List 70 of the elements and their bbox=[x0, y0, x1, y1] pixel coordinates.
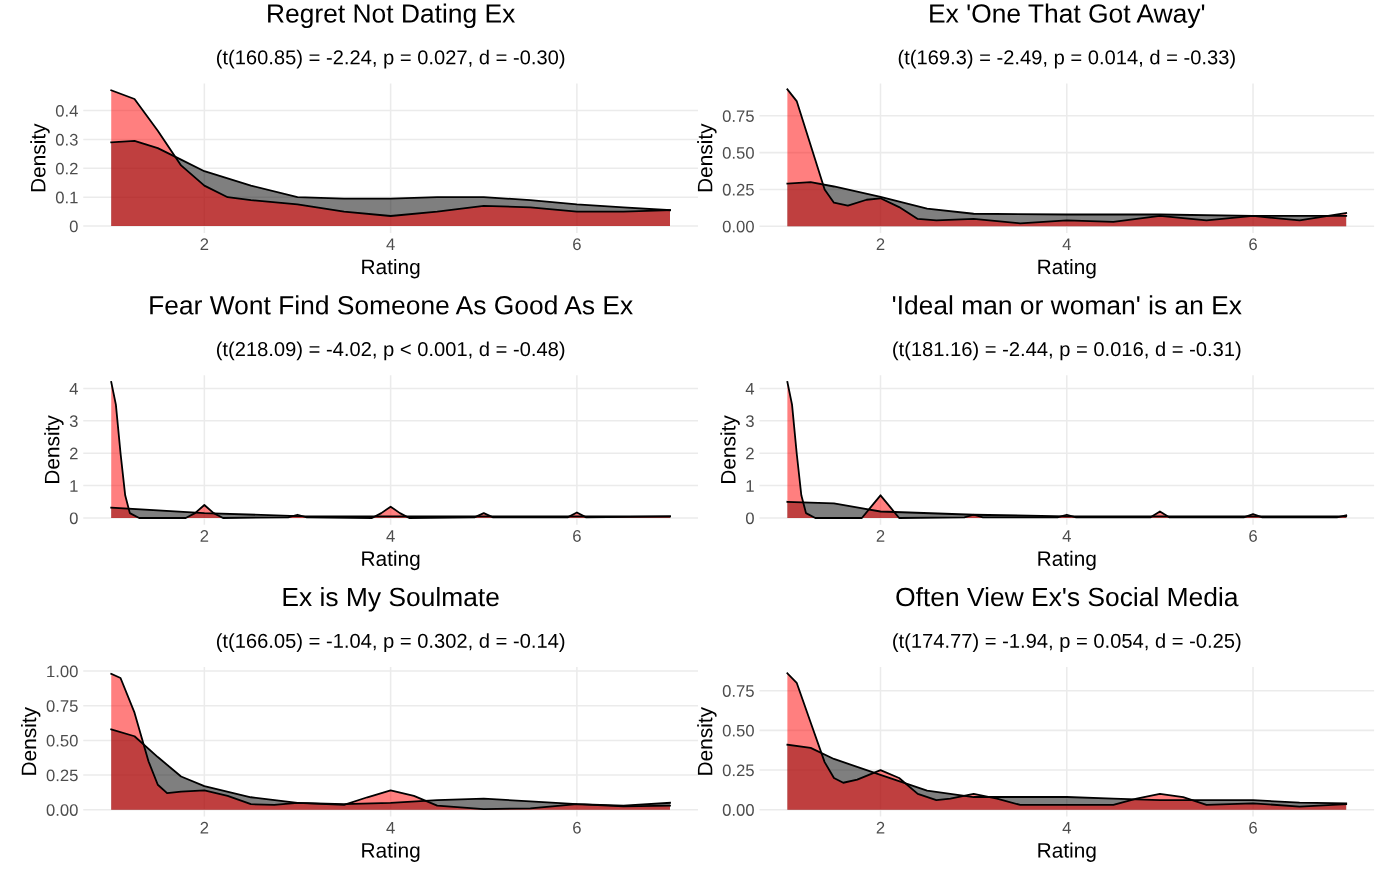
y-tick-label: 0.75 bbox=[46, 700, 78, 712]
y-tick-label: 0.50 bbox=[46, 734, 78, 747]
x-tick-label: 4 bbox=[1062, 238, 1071, 250]
x-tick-label: 6 bbox=[1249, 530, 1257, 542]
x-tick-label: 6 bbox=[573, 530, 581, 542]
x-tick-label: 2 bbox=[876, 238, 885, 250]
y-tick-label: 0.00 bbox=[722, 804, 754, 816]
y-tick-label: 0.4 bbox=[55, 104, 78, 117]
y-axis-title: Density bbox=[44, 415, 64, 483]
y-tick-label: 0.00 bbox=[722, 220, 754, 233]
y-tick-label: 0.75 bbox=[722, 110, 754, 123]
chart-title: Fear Wont Find Someone As Good As Ex bbox=[150, 295, 633, 315]
x-tick-label: 6 bbox=[573, 238, 581, 251]
x-tick-label: 6 bbox=[1249, 238, 1257, 251]
y-axis-title: Density bbox=[21, 707, 41, 775]
y-tick-label: 0.25 bbox=[722, 183, 754, 196]
chart-title: Often View Ex's Social Media bbox=[896, 586, 1239, 607]
chart-subtitle: (t(166.05) = -1.04, p = 0.302, d = -0.14) bbox=[216, 633, 565, 652]
y-tick-label: 0.25 bbox=[722, 764, 754, 777]
x-tick-label: 2 bbox=[876, 821, 885, 834]
chart-subtitle: (t(181.16) = -2.44, p = 0.016, d = -0.31) bbox=[893, 341, 1241, 361]
y-tick-label: 2 bbox=[69, 447, 78, 460]
x-tick-label: 2 bbox=[200, 821, 209, 834]
y-tick-label: 4 bbox=[69, 383, 78, 395]
chart-title: Ex 'One That Got Away' bbox=[930, 3, 1205, 29]
y-axis-title: Density bbox=[30, 123, 50, 192]
y-tick-label: 1.00 bbox=[47, 665, 78, 678]
x-tick-label: 4 bbox=[1062, 530, 1071, 542]
chart-subtitle: (t(160.85) = -2.24, p = 0.027, d = -0.30) bbox=[216, 49, 565, 69]
x-axis-title: Rating bbox=[362, 258, 420, 279]
chart-title: 'Ideal man or woman' is an Ex bbox=[892, 295, 1242, 315]
y-tick-label: 3 bbox=[745, 415, 754, 428]
x-axis-title: Rating bbox=[362, 550, 420, 571]
y-axis-title: Density bbox=[697, 707, 717, 775]
y-tick-label: 0.00 bbox=[46, 804, 78, 816]
y-tick-label: 0 bbox=[745, 512, 754, 525]
x-tick-label: 4 bbox=[1062, 822, 1071, 834]
x-tick-label: 2 bbox=[200, 238, 209, 250]
x-axis-title: Rating bbox=[362, 842, 420, 862]
chart-title: Regret Not Dating Ex bbox=[268, 3, 516, 29]
y-tick-label: 0.50 bbox=[722, 147, 754, 159]
y-tick-label: 3 bbox=[69, 415, 78, 428]
x-tick-label: 6 bbox=[573, 821, 581, 834]
y-axis-title: Density bbox=[697, 123, 717, 192]
x-axis-title: Rating bbox=[1038, 842, 1096, 862]
chart-title: Ex is My Soulmate bbox=[283, 586, 499, 612]
y-tick-label: 0.50 bbox=[722, 724, 754, 737]
chart-subtitle: (t(174.77) = -1.94, p = 0.054, d = -0.25) bbox=[893, 633, 1241, 652]
y-tick-label: 1 bbox=[70, 480, 78, 492]
x-tick-label: 2 bbox=[200, 530, 209, 542]
y-tick-label: 0.25 bbox=[46, 769, 78, 782]
x-tick-label: 6 bbox=[1249, 821, 1257, 834]
y-tick-label: 0 bbox=[69, 220, 78, 233]
x-tick-label: 4 bbox=[386, 238, 395, 250]
y-tick-label: 0.1 bbox=[55, 191, 78, 204]
chart-subtitle: (t(218.09) = -4.02, p < 0.001, d = -0.48) bbox=[216, 341, 565, 361]
y-tick-label: 0 bbox=[69, 512, 78, 525]
x-tick-label: 4 bbox=[386, 530, 395, 542]
y-axis-title: Density bbox=[720, 415, 740, 483]
x-axis-title: Rating bbox=[1038, 258, 1096, 279]
x-axis-title: Rating bbox=[1038, 550, 1096, 571]
chart-subtitle: (t(169.3) = -2.49, p = 0.014, d = -0.33) bbox=[898, 49, 1235, 69]
x-tick-label: 2 bbox=[876, 530, 885, 542]
y-tick-label: 1 bbox=[746, 480, 754, 492]
y-tick-label: 0.2 bbox=[55, 162, 78, 175]
y-tick-label: 2 bbox=[746, 447, 754, 460]
x-tick-label: 4 bbox=[386, 822, 395, 834]
y-tick-label: 0.75 bbox=[722, 685, 754, 697]
y-tick-label: 0.3 bbox=[55, 133, 78, 146]
y-tick-label: 4 bbox=[745, 383, 755, 395]
